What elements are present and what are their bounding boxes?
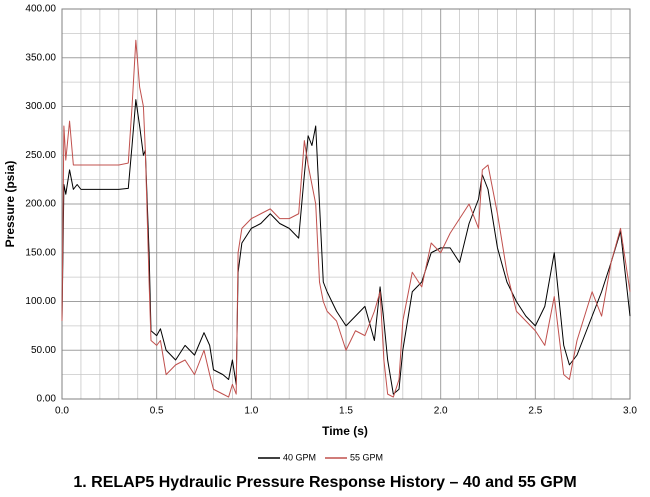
x-tick-label: 1.0 — [244, 406, 258, 417]
y-tick-label: 0.00 — [37, 394, 57, 405]
legend-label: 40 GPM — [283, 452, 316, 462]
y-tick-label: 250.00 — [25, 150, 56, 161]
chart-title: 1. RELAP5 Hydraulic Pressure Response Hi… — [73, 474, 576, 491]
y-axis-label: Pressure (psia) — [3, 161, 17, 248]
y-tick-label: 300.00 — [25, 101, 56, 112]
x-tick-label: 2.0 — [434, 406, 448, 417]
y-tick-label: 100.00 — [25, 296, 56, 307]
x-axis-label: Time (s) — [322, 424, 368, 438]
y-tick-label: 400.00 — [25, 4, 56, 15]
data-line — [61, 39, 631, 398]
y-tick-label: 350.00 — [25, 52, 56, 63]
plot-frame — [61, 8, 631, 400]
x-tick-label: 3.0 — [623, 406, 637, 417]
x-tick-label: 0.0 — [55, 406, 69, 417]
y-tick-label: 200.00 — [25, 199, 56, 210]
x-tick-label: 1.5 — [339, 406, 353, 417]
x-tick-label: 0.5 — [150, 406, 164, 417]
y-tick-label: 150.00 — [25, 247, 56, 258]
data-line — [61, 99, 631, 395]
y-tick-label: 50.00 — [31, 345, 56, 356]
x-tick-label: 2.5 — [528, 406, 542, 417]
legend-label: 55 GPM — [350, 452, 383, 462]
